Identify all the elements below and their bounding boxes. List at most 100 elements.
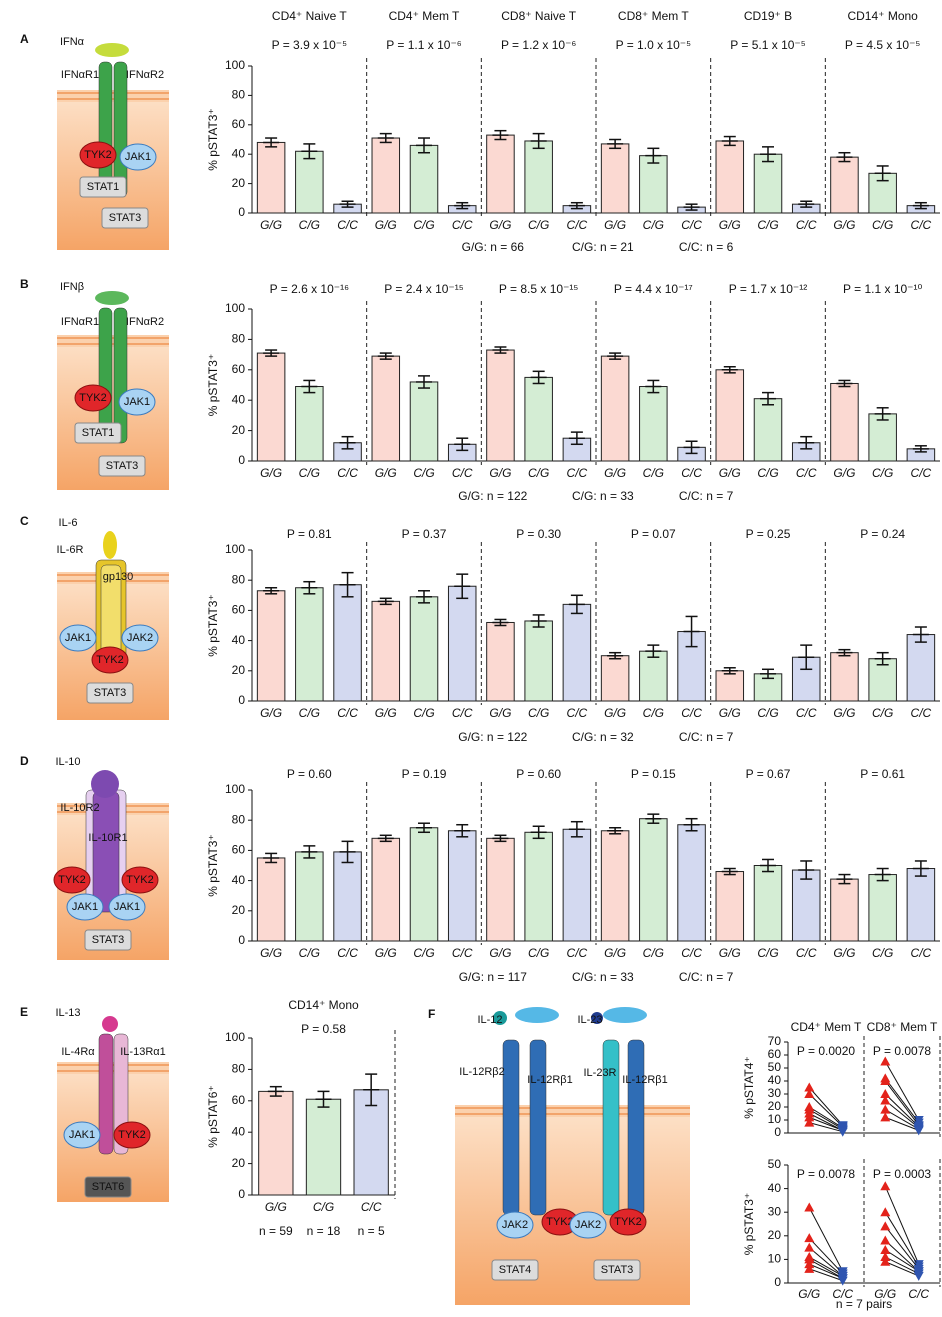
x-tick-label: C/G xyxy=(528,218,549,232)
diagram-label: IL-23 xyxy=(577,1014,602,1026)
diagram-label: IL-12 xyxy=(477,1014,502,1026)
diagram-label: JAK1 xyxy=(125,151,151,163)
diagram-label: IL-6 xyxy=(59,517,78,529)
x-tick-label: G/G xyxy=(265,1200,287,1214)
bar xyxy=(792,870,820,941)
p-value: P = 2.6 x 10⁻¹⁶ xyxy=(270,282,349,296)
bar xyxy=(257,353,285,461)
receptor xyxy=(99,1034,113,1154)
n-label: C/G: n = 32 xyxy=(572,730,634,744)
x-tick-label: G/G xyxy=(604,218,626,232)
diagram-label: STAT3 xyxy=(106,460,139,472)
y-tick-label: 80 xyxy=(232,88,246,102)
y-axis-label: % pSTAT3⁺ xyxy=(206,108,220,171)
p-value: P = 2.4 x 10⁻¹⁵ xyxy=(384,282,463,296)
p-value: P = 0.30 xyxy=(516,527,561,541)
group-header: CD4⁺ Mem T xyxy=(791,1020,862,1034)
y-tick-label: 100 xyxy=(225,1030,245,1044)
receptor xyxy=(628,1040,644,1215)
cell xyxy=(455,1105,690,1305)
x-tick-label: C/G xyxy=(757,946,778,960)
bar-chart: 020406080100% pSTAT3⁺P = 0.60G/GC/GC/CP … xyxy=(206,767,940,984)
y-tick-label: 50 xyxy=(768,1060,782,1074)
panel-letter: F xyxy=(428,1007,435,1021)
bar xyxy=(907,635,935,701)
y-tick-label: 100 xyxy=(225,301,245,315)
ligand xyxy=(103,531,117,559)
diagram-label: STAT3 xyxy=(92,934,125,946)
diagram-label: IL-4Rα xyxy=(61,1046,95,1058)
bar xyxy=(716,370,744,461)
x-tick-label: G/G xyxy=(260,218,282,232)
diagram-label: IL-10R2 xyxy=(60,802,99,814)
n-label: G/G: n = 117 xyxy=(459,970,527,984)
diagram-label: IL-12Rβ2 xyxy=(459,1066,504,1078)
panel-letter: D xyxy=(20,754,29,768)
y-tick-label: 60 xyxy=(232,603,246,617)
panel-letter: E xyxy=(20,1005,28,1019)
p-value: P = 0.07 xyxy=(631,527,676,541)
x-tick-label: G/G xyxy=(604,706,626,720)
p-value: P = 0.67 xyxy=(746,767,791,781)
bar xyxy=(601,144,629,213)
diagram-label: JAK2 xyxy=(502,1219,528,1231)
pair-line xyxy=(885,1081,918,1125)
y-tick-label: 40 xyxy=(232,1124,246,1138)
x-tick-label: G/G xyxy=(260,466,282,480)
y-tick-label: 40 xyxy=(232,633,246,647)
diagram-label: TYK2 xyxy=(79,392,107,404)
x-tick-label: C/C xyxy=(911,466,932,480)
p-value: P = 1.0 x 10⁻⁵ xyxy=(616,38,691,52)
bar xyxy=(601,656,629,701)
group-header: CD19⁺ B xyxy=(744,9,792,23)
pair-line xyxy=(885,1241,918,1272)
diagram-label: STAT1 xyxy=(82,427,115,439)
pair-line xyxy=(809,1238,842,1273)
n-label: C/G: n = 33 xyxy=(572,489,634,503)
diagram-label: STAT3 xyxy=(601,1264,634,1276)
bar xyxy=(525,832,553,941)
p-value: P = 8.5 x 10⁻¹⁵ xyxy=(499,282,578,296)
x-tick-label: C/G xyxy=(643,466,664,480)
point xyxy=(838,1277,848,1286)
y-axis-label: % pSTAT4⁺ xyxy=(742,1056,756,1119)
bar xyxy=(601,831,629,941)
y-tick-label: 80 xyxy=(232,572,246,586)
p-value: P = 3.9 x 10⁻⁵ xyxy=(272,38,347,52)
p-value: P = 1.2 x 10⁻⁶ xyxy=(501,38,576,52)
diagram-label: TYK2 xyxy=(118,1129,146,1141)
y-tick-label: 40 xyxy=(768,1181,782,1195)
x-tick-label: G/G xyxy=(375,218,397,232)
x-tick-label: G/G xyxy=(489,706,511,720)
p-value: P = 0.25 xyxy=(746,527,791,541)
x-tick-label: C/G xyxy=(313,1200,334,1214)
x-tick-label: G/G xyxy=(260,706,282,720)
pair-line xyxy=(885,1257,918,1274)
x-tick-label: C/C xyxy=(452,706,473,720)
x-tick-label: C/C xyxy=(337,946,358,960)
diagram-label: IL-23R xyxy=(583,1067,616,1079)
receptor xyxy=(530,1040,546,1215)
bar xyxy=(640,156,668,213)
bar xyxy=(306,1099,340,1195)
diagram-label: IL-12Rβ1 xyxy=(527,1074,572,1086)
bar xyxy=(448,831,476,941)
n-label: n = 59 xyxy=(259,1224,293,1238)
ligand xyxy=(95,43,129,57)
bar xyxy=(525,621,553,701)
y-tick-label: 40 xyxy=(232,873,246,887)
x-tick-label: C/C xyxy=(567,466,588,480)
bar xyxy=(716,872,744,941)
y-tick-label: 20 xyxy=(232,176,246,190)
diagram-label: JAK2 xyxy=(127,632,153,644)
bar xyxy=(754,866,782,942)
pair-line xyxy=(885,1212,918,1266)
x-tick-label: C/C xyxy=(337,218,358,232)
bar xyxy=(257,591,285,701)
point xyxy=(804,1243,814,1252)
p-value: P = 1.1 x 10⁻¹⁰ xyxy=(843,282,922,296)
diagram-label: STAT3 xyxy=(94,687,127,699)
